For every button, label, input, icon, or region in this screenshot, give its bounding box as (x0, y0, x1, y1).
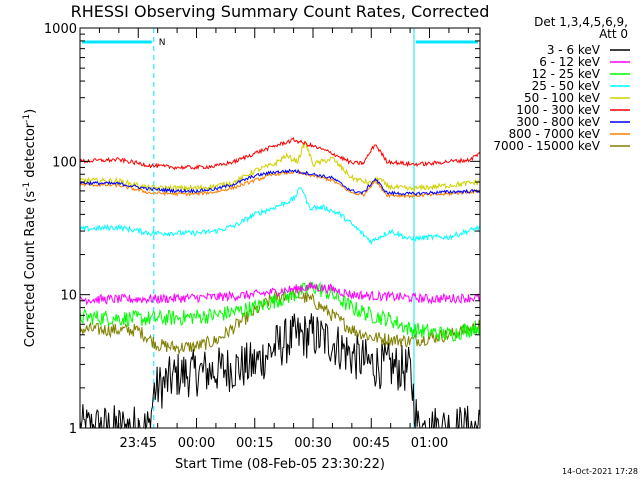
x-tick-label: 00:00 (178, 436, 215, 451)
series-line (79, 313, 481, 430)
chart-title: RHESSI Observing Summary Count Rates, Co… (71, 2, 490, 21)
y-tick-label: 1000 (44, 22, 77, 37)
generated-timestamp: 14-Oct-2021 17:28 (562, 467, 638, 476)
plot-frame (79, 27, 481, 429)
y-label-part1: Corrected Count Rate (s (23, 191, 38, 348)
legend-label: 25 - 50 keV (532, 79, 601, 93)
series-line (79, 282, 481, 306)
y-label-sup1: -1 (22, 182, 32, 191)
x-tick-label: 23:45 (120, 436, 157, 451)
legend-label: 300 - 800 keV (516, 115, 600, 129)
y-axis-label: Corrected Count Rate (s-1 detector-1) (22, 109, 38, 347)
x-tick-label: 00:30 (294, 436, 331, 451)
series-line (79, 287, 481, 355)
legend-label: 6 - 12 keV (539, 55, 601, 69)
legend-label: 3 - 6 keV (547, 43, 601, 57)
series-line (79, 281, 481, 342)
series-line (79, 169, 481, 199)
x-tick-label: 01:00 (411, 436, 448, 451)
series-line (79, 168, 480, 197)
legend-label: 800 - 7000 keV (509, 127, 601, 141)
legend-label: 12 - 25 keV (532, 67, 601, 81)
y-label-part3: ) (23, 109, 38, 114)
y-label-sup2: -1 (22, 114, 32, 123)
legend-label: 50 - 100 keV (524, 91, 601, 105)
x-axis-label: Start Time (08-Feb-05 23:30:22) (175, 457, 385, 472)
legend-label: 100 - 300 keV (516, 103, 600, 117)
series-line (79, 136, 481, 171)
detector-info-line2: Att 0 (599, 27, 628, 41)
detector-info-line1: Det 1,3,4,5,6,9, (534, 15, 628, 29)
legend-label: 7000 - 15000 keV (493, 139, 600, 153)
y-tick-label: 1 (69, 422, 77, 437)
series-line (79, 140, 481, 193)
series-line (79, 187, 481, 245)
data-series-group (79, 136, 481, 430)
x-tick-label: 00:15 (236, 436, 273, 451)
y-tick-label: 100 (52, 155, 77, 170)
axis-ticks: 1 10 100 1000 23:45 00:00 00:15 00:30 00:45 01:00 (44, 22, 480, 451)
saa-flag-label: N (159, 38, 166, 48)
y-tick-label: 10 (60, 289, 77, 304)
y-label-part2: detector (23, 122, 38, 182)
x-tick-label: 00:45 (353, 436, 390, 451)
